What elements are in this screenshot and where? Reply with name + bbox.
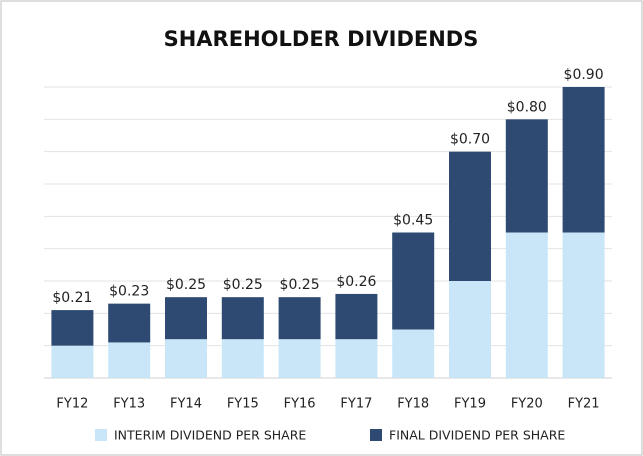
total-label: $0.23 [109, 284, 149, 300]
x-tick-label: FY20 [511, 397, 543, 412]
bar-segment [562, 232, 605, 378]
bar-segment [278, 339, 321, 378]
bar-segment [51, 310, 94, 346]
x-tick-label: FY17 [340, 397, 372, 412]
legend-swatch [95, 429, 107, 441]
total-label: $0.45 [393, 213, 433, 229]
x-tick-label: FY13 [113, 397, 145, 412]
x-tick-label: FY19 [454, 397, 486, 412]
x-tick-label: FY16 [284, 397, 316, 412]
total-label: $0.25 [280, 277, 320, 293]
x-tick-label: FY14 [170, 397, 202, 412]
bar-segment [562, 87, 605, 233]
bar-segment [449, 151, 491, 281]
bar-segment [335, 339, 378, 378]
bar-segment [108, 342, 151, 378]
bar-segment [221, 339, 264, 378]
bar-segment [335, 293, 378, 340]
bar-segment [165, 297, 207, 340]
legend-label: INTERIM DIVIDEND PER SHARE [114, 428, 306, 443]
x-tick-label: FY18 [397, 397, 429, 412]
total-label: $0.80 [507, 99, 547, 115]
total-label: $0.21 [52, 290, 92, 306]
bar-segment [108, 303, 151, 343]
total-label: $0.25 [223, 277, 263, 293]
bar-segment [392, 232, 435, 330]
bar-segment [449, 281, 491, 378]
legend-label: FINAL DIVIDEND PER SHARE [389, 428, 565, 443]
x-tick-label: FY15 [227, 397, 259, 412]
x-tick-label: FY12 [56, 397, 88, 412]
x-tick-label: FY21 [568, 397, 600, 412]
bar-segment [51, 345, 94, 378]
total-label: $0.26 [336, 274, 376, 290]
bar-segment [165, 339, 207, 378]
bar-segment [221, 297, 264, 340]
total-label: $0.90 [564, 67, 604, 83]
total-label: $0.70 [450, 132, 490, 148]
total-label: $0.25 [166, 277, 206, 293]
bar-segment [392, 329, 435, 378]
chart-title: SHAREHOLDER DIVIDENDS [164, 27, 479, 51]
bar-segment [505, 119, 548, 233]
bar-segment [278, 297, 321, 340]
bar-segment [505, 232, 548, 378]
legend-swatch [370, 429, 382, 441]
